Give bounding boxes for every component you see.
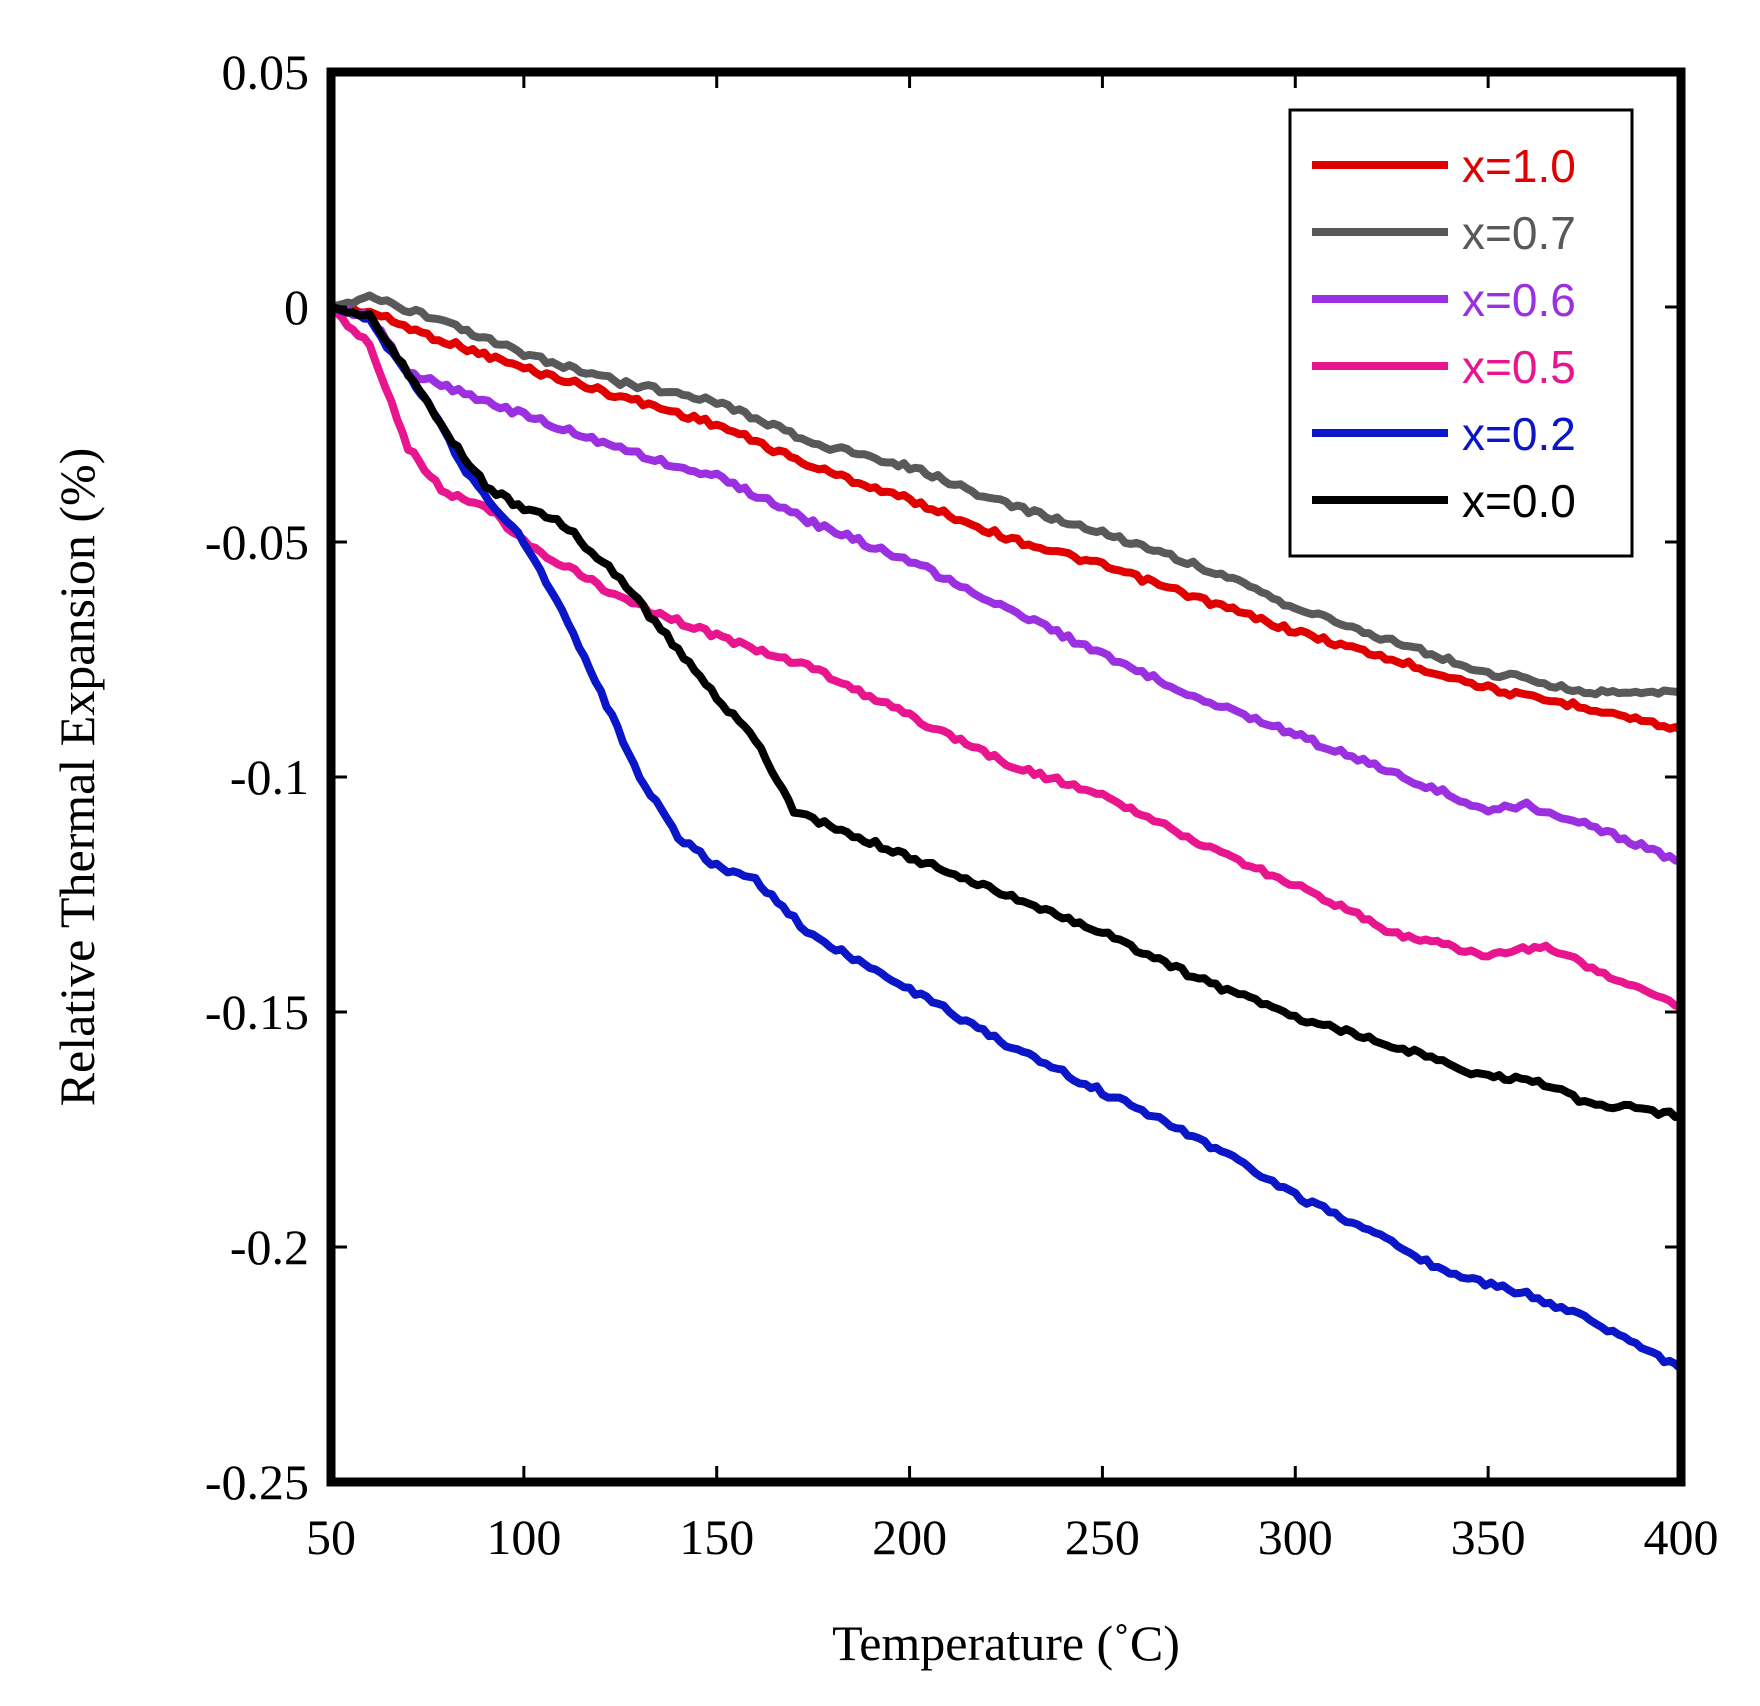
y-axis-label: Relative Thermal Expansion (%) bbox=[49, 448, 105, 1107]
series-line-x05 bbox=[327, 303, 1685, 1012]
legend-box bbox=[1288, 108, 1634, 558]
x-tick-label: 250 bbox=[1065, 1509, 1140, 1565]
y-tick-label: -0.25 bbox=[205, 1454, 309, 1510]
y-tick-label: -0.1 bbox=[230, 749, 309, 805]
x-axis: 50 100 150 200 250 300 350 400 bbox=[306, 72, 1719, 1565]
legend: x=1.0 x=0.7 x=0.6 x=0.5 x=0.2 x=0.0 bbox=[1288, 108, 1634, 558]
plot-lines bbox=[327, 291, 1685, 1374]
y-axis: 0.05 0 -0.05 -0.1 -0.15 -0.2 -0.25 bbox=[205, 44, 1681, 1510]
series-line-x06 bbox=[327, 303, 1685, 866]
legend-label: x=0.2 bbox=[1462, 408, 1576, 460]
series-line-x07 bbox=[327, 291, 1685, 699]
x-tick-label: 100 bbox=[486, 1509, 561, 1565]
x-tick-label: 300 bbox=[1258, 1509, 1333, 1565]
x-tick-label: 400 bbox=[1644, 1509, 1719, 1565]
series-line-x00 bbox=[327, 303, 1685, 1121]
x-tick-label: 50 bbox=[306, 1509, 356, 1565]
y-tick-label: -0.2 bbox=[230, 1219, 309, 1275]
y-tick-label: -0.05 bbox=[205, 514, 309, 570]
legend-label: x=0.0 bbox=[1462, 475, 1576, 527]
x-tick-label: 350 bbox=[1451, 1509, 1526, 1565]
x-axis-label: Temperature (˚C) bbox=[832, 1615, 1180, 1671]
legend-label: x=1.0 bbox=[1462, 140, 1576, 192]
legend-label: x=0.6 bbox=[1462, 274, 1576, 326]
series-line-x10 bbox=[327, 303, 1685, 734]
x-tick-label: 200 bbox=[872, 1509, 947, 1565]
series-line-x02 bbox=[327, 303, 1685, 1374]
y-tick-label: -0.15 bbox=[205, 984, 309, 1040]
x-tick-label: 150 bbox=[679, 1509, 754, 1565]
legend-label: x=0.7 bbox=[1462, 207, 1576, 259]
y-tick-label: 0.05 bbox=[222, 44, 310, 100]
y-tick-label: 0 bbox=[284, 279, 309, 335]
legend-label: x=0.5 bbox=[1462, 341, 1576, 393]
